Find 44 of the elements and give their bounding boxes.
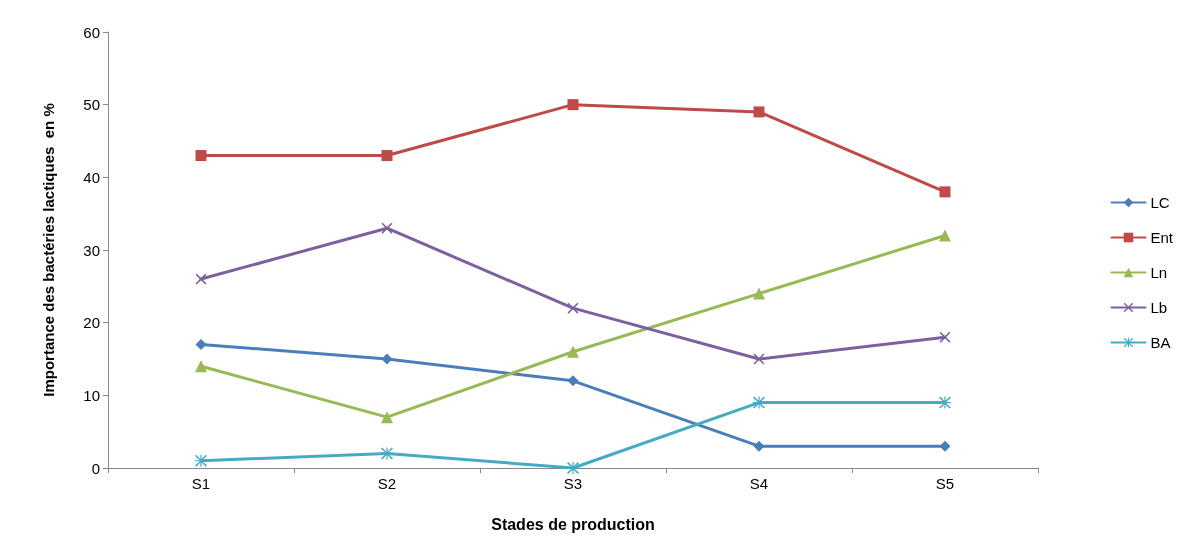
point xyxy=(939,331,951,343)
y-tick-label: 40 xyxy=(83,168,100,186)
point xyxy=(195,150,207,162)
point xyxy=(753,106,765,118)
point xyxy=(753,396,765,409)
point xyxy=(567,302,579,314)
point xyxy=(195,360,207,373)
legend-label: BA xyxy=(1150,334,1171,351)
legend-label: LC xyxy=(1150,194,1170,211)
point xyxy=(753,440,765,452)
legend-label: Ent xyxy=(1150,229,1174,246)
point xyxy=(567,99,579,111)
point xyxy=(381,150,393,162)
point xyxy=(567,345,579,358)
point xyxy=(939,229,951,242)
point xyxy=(195,454,207,467)
point xyxy=(567,375,579,387)
point xyxy=(753,287,765,300)
point xyxy=(381,411,393,424)
legend-label: Lb xyxy=(1150,299,1168,316)
y-axis-title: Importance des bactéries lactiques en % xyxy=(40,103,57,397)
point xyxy=(195,338,207,350)
y-tick-label: 60 xyxy=(83,23,100,41)
legend-label: Ln xyxy=(1150,264,1168,281)
x-tick-label: S1 xyxy=(191,475,211,492)
x-tick-label: S5 xyxy=(935,475,955,492)
point xyxy=(381,447,393,460)
y-tick-label: 30 xyxy=(83,241,100,259)
x-tick-label: S3 xyxy=(563,475,583,492)
point xyxy=(381,222,393,234)
x-tick-label: S2 xyxy=(377,475,397,492)
y-tick-label: 10 xyxy=(83,386,100,404)
y-tick-label: 50 xyxy=(83,96,100,114)
y-tick-label: 20 xyxy=(83,314,100,332)
x-tick-label: S4 xyxy=(749,475,769,492)
point xyxy=(753,353,765,365)
y-tick-label: 0 xyxy=(91,459,100,477)
x-axis-title: Stades de production xyxy=(491,515,655,533)
point xyxy=(939,396,951,409)
point xyxy=(381,353,393,365)
point xyxy=(195,273,207,285)
point xyxy=(939,440,951,452)
point xyxy=(939,186,951,198)
point xyxy=(567,462,579,474)
